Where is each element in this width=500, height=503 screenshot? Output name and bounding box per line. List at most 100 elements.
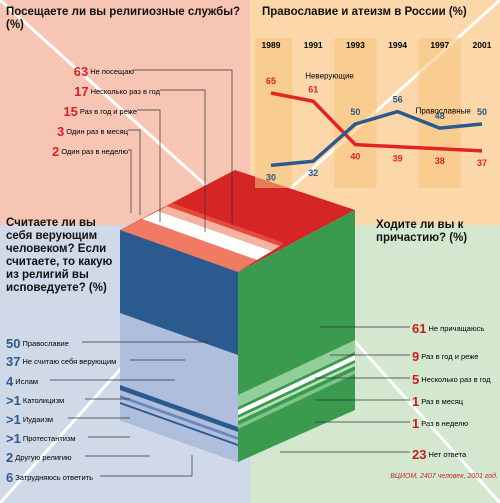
- item-label: Несколько раз в год: [421, 374, 491, 384]
- item-value: 15: [63, 103, 78, 119]
- series-line: [270, 91, 483, 153]
- item-label: Нет ответа: [428, 449, 467, 459]
- item-value: 3: [57, 123, 65, 139]
- cube-left-islam: [120, 385, 238, 432]
- data-label: 39: [393, 154, 403, 164]
- x-tick-label: 1993: [346, 40, 365, 50]
- year-band: [418, 38, 461, 188]
- item-label: Католицизм: [22, 395, 65, 405]
- cube-top-stripe-4: [167, 203, 284, 246]
- leader-attend-4: [128, 129, 141, 215]
- data-label: 32: [308, 168, 318, 178]
- leader-attend-3: [137, 109, 161, 222]
- data-label: 50: [477, 107, 487, 117]
- series-name: Православные: [416, 107, 472, 116]
- item-label: Иудаизм: [22, 414, 54, 424]
- data-label: 38: [435, 156, 445, 166]
- item-label: Не считаю себя верующим: [22, 356, 117, 366]
- list-item: >1 Иудаизм: [6, 411, 54, 427]
- item-value: >1: [6, 392, 21, 408]
- leader-attend-2: [160, 89, 206, 232]
- list-item: >1 Католицизм: [6, 392, 65, 408]
- item-value: 17: [74, 83, 89, 99]
- item-label: Другую религию: [15, 452, 72, 462]
- item-label: Протестантизм: [22, 433, 76, 443]
- item-label: Затрудняюсь ответить: [15, 472, 93, 482]
- list-item: 61 Не причащаюсь: [412, 320, 485, 336]
- item-label: Раз в год и реже: [421, 351, 479, 361]
- trend-chart: 1989 1991 1993 1994 1997 2001 65 61 40 39 38 37 Неве…: [255, 38, 492, 188]
- x-tick-label: 1991: [304, 40, 323, 50]
- item-value: 6: [6, 469, 14, 485]
- item-label: Один раз в неделю: [61, 146, 128, 156]
- list-item: 6 Затрудняюсь ответить: [6, 469, 93, 485]
- item-value: 9: [412, 348, 420, 364]
- list-item: 50 Православие: [6, 335, 69, 351]
- item-value: 37: [6, 353, 21, 369]
- list-item: 2 Другую религию: [6, 449, 72, 465]
- item-label: Один раз в месяц: [66, 126, 128, 136]
- list-item: 15 Раз в год и реже: [44, 103, 137, 119]
- item-value: 2: [52, 143, 60, 159]
- item-label: Не причащаюсь: [428, 323, 485, 333]
- data-label: 56: [393, 95, 403, 105]
- cube-top-stripe-2: [142, 211, 272, 260]
- list-item: 23 Нет ответа: [412, 446, 467, 462]
- q-communion-title: Ходите ли вы к причастию? (%): [376, 219, 468, 244]
- x-tick-label: 1994: [388, 40, 407, 50]
- item-label: Ислам: [15, 376, 39, 386]
- list-item: 5 Несколько раз в год: [412, 371, 491, 387]
- item-value: >1: [6, 411, 21, 427]
- item-label: Раз в неделю: [421, 418, 469, 428]
- x-tick-label: 1997: [430, 40, 449, 50]
- list-item: 3 Один раз в месяц: [44, 123, 128, 139]
- item-value: 50: [6, 335, 21, 351]
- item-value: 63: [73, 63, 89, 79]
- year-band: [334, 38, 377, 188]
- item-value: 4: [6, 373, 14, 389]
- cube-right-stripe-3: [238, 363, 355, 421]
- q-religion-title: Считаете ли вы себя верующим человеком? …: [6, 217, 113, 294]
- item-value: 23: [412, 446, 427, 462]
- item-value: 61: [412, 320, 427, 336]
- cube-left-small: [120, 395, 238, 440]
- item-label: Православие: [22, 338, 69, 348]
- leader-attend-1: [133, 69, 233, 225]
- item-value: 2: [6, 449, 14, 465]
- x-tick-label: 2001: [473, 40, 492, 50]
- list-item: 2 Один раз в неделю: [44, 143, 128, 159]
- item-value: 1: [412, 393, 420, 409]
- cube-top-stripe-1: [120, 219, 257, 272]
- cube-left-nonbelievers: [120, 313, 238, 462]
- list-item: 1 Раз в неделю: [412, 415, 469, 431]
- series-line: [270, 109, 483, 168]
- list-item: 63 Не посещаю: [44, 63, 134, 79]
- data-label: 50: [350, 107, 360, 117]
- item-label: Раз в месяц: [421, 396, 464, 406]
- data-label: 30: [266, 172, 276, 182]
- data-label: 61: [308, 84, 318, 94]
- item-value: 1: [412, 415, 420, 431]
- data-label: 65: [266, 76, 276, 86]
- q-attend-title: Посещаете ли вы религиозные службы? (%): [6, 6, 241, 31]
- cube-left-small-2: [120, 402, 238, 446]
- series-name: Неверующие: [305, 72, 354, 81]
- list-item: 17 Несколько раз в год: [44, 83, 160, 99]
- item-value: >1: [6, 430, 21, 446]
- x-tick-label: 1989: [262, 40, 281, 50]
- data-label: 40: [350, 152, 360, 162]
- cube-right-stripe-4: [238, 370, 355, 429]
- list-item: 1 Раз в месяц: [412, 393, 464, 409]
- leader-rel-8: [100, 455, 193, 477]
- cube-right-stripe-1: [238, 340, 355, 407]
- item-value: 5: [412, 371, 420, 387]
- list-item: 4 Ислам: [6, 373, 39, 389]
- item-label: Раз в год и реже: [79, 106, 137, 116]
- leader-attend-5: [128, 149, 132, 213]
- item-label: Не посещаю: [90, 66, 134, 76]
- cube-right-stripe-2: [238, 355, 355, 415]
- source-note: ВЦИОМ, 2407 человек, 2001 год.: [390, 473, 498, 480]
- data-label: 37: [477, 158, 487, 168]
- list-item: 9 Раз в год и реже: [412, 348, 479, 364]
